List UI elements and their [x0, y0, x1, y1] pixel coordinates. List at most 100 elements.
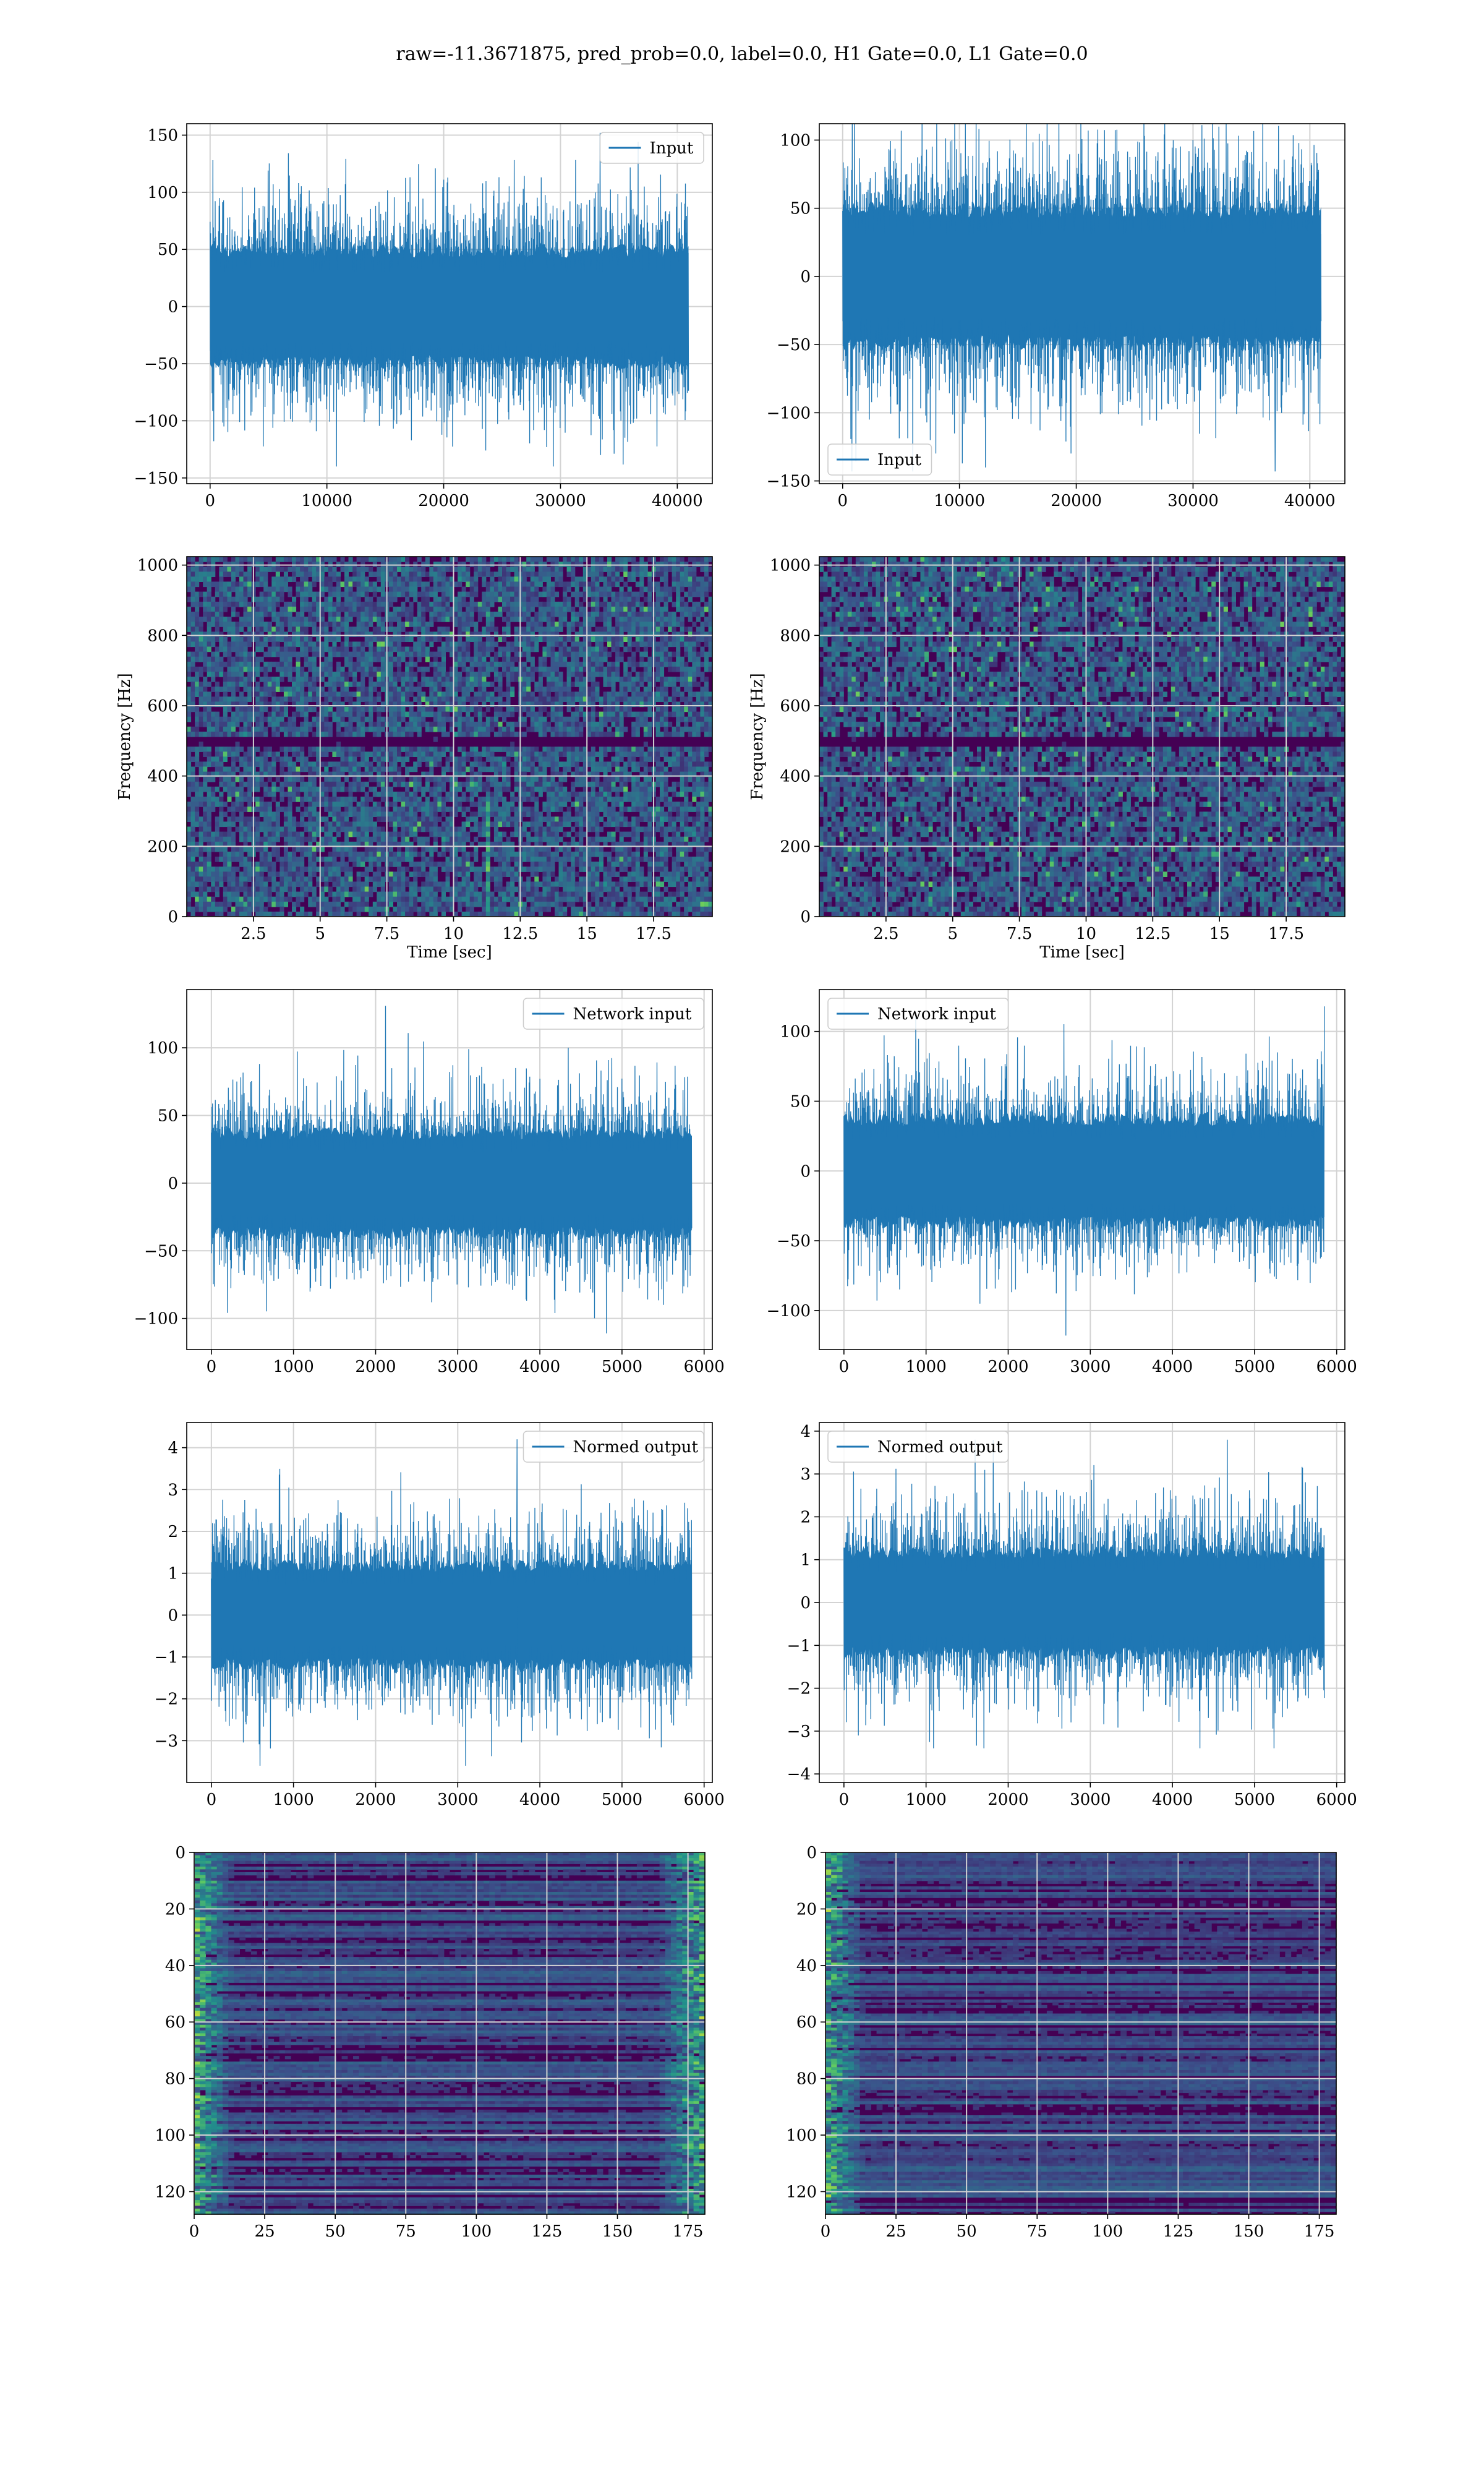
heatmap-cell [628, 682, 632, 687]
heatmap-cell [595, 662, 599, 667]
heatmap-cell [494, 581, 498, 587]
heatmap-cell [591, 747, 595, 752]
heatmap-cell [631, 622, 636, 627]
heatmap-cell [644, 687, 648, 692]
heatmap-cell [482, 761, 486, 767]
heatmap-cell [478, 631, 482, 637]
heatmap-cell [312, 652, 317, 657]
heatmap-cell [320, 581, 325, 587]
heatmap-cell [215, 617, 220, 622]
heatmap-cell [405, 672, 409, 677]
heatmap-cell [360, 652, 365, 657]
heatmap-cell [381, 667, 385, 672]
heatmap-cell [591, 592, 595, 597]
heatmap-cell [336, 617, 341, 622]
heatmap-cell [514, 667, 519, 672]
heatmap-cell [470, 782, 474, 787]
heatmap-cell [236, 787, 240, 792]
heatmap-cell [672, 622, 676, 627]
heatmap-cell [551, 641, 555, 647]
heatmap-cell [644, 717, 648, 722]
heatmap-cell [639, 677, 644, 682]
heatmap-cell [271, 567, 276, 572]
heatmap-cell [692, 732, 696, 737]
heatmap-cell [304, 677, 309, 682]
heatmap-cell [207, 682, 211, 687]
heatmap-cell [369, 691, 373, 697]
heatmap-cell [542, 696, 547, 702]
heatmap-cell [551, 707, 555, 713]
heatmap-cell [526, 677, 531, 682]
y-tick-label: −150 [134, 469, 178, 488]
heatmap-cell [534, 571, 539, 577]
heatmap-cell [672, 612, 676, 617]
heatmap-cell [425, 587, 430, 593]
heatmap-cell [360, 587, 365, 593]
heatmap-cell [688, 732, 693, 737]
heatmap-cell [620, 756, 624, 762]
heatmap-cell [587, 667, 591, 672]
heatmap-cell [502, 657, 506, 662]
heatmap-cell [559, 657, 563, 662]
heatmap-cell [684, 641, 688, 647]
heatmap-cell [502, 562, 506, 567]
heatmap-cell [628, 712, 632, 717]
heatmap-cell [292, 747, 296, 752]
heatmap-cell [260, 597, 264, 602]
heatmap-cell [700, 687, 704, 692]
heatmap-cell [692, 691, 696, 697]
heatmap-cell [587, 636, 591, 642]
heatmap-cell [247, 696, 252, 702]
heatmap-cell [612, 576, 616, 582]
heatmap-cell [466, 567, 470, 572]
heatmap-cell [389, 691, 393, 697]
heatmap-cell [668, 667, 672, 672]
heatmap-cell [620, 631, 624, 637]
heatmap-cell [591, 712, 595, 717]
heatmap-cell [425, 761, 430, 767]
heatmap-cell [304, 627, 309, 632]
heatmap-cell [276, 727, 280, 732]
heatmap-cell [223, 581, 228, 587]
heatmap-cell [401, 687, 406, 692]
heatmap-cell [567, 672, 571, 677]
heatmap-cell [239, 597, 244, 602]
heatmap-cell [417, 717, 422, 722]
heatmap-cell [563, 562, 567, 567]
heatmap-cell [620, 727, 624, 732]
heatmap-cell [203, 567, 207, 572]
heatmap-cell [494, 641, 498, 647]
heatmap-cell [700, 597, 704, 602]
heatmap-cell [490, 641, 494, 647]
heatmap-cell [417, 612, 422, 617]
heatmap-cell [526, 707, 531, 713]
heatmap-cell [539, 732, 543, 737]
heatmap-cell [255, 682, 260, 687]
heatmap-cell [462, 662, 466, 667]
heatmap-cell [612, 662, 616, 667]
heatmap-cell [559, 732, 563, 737]
heatmap-cell [292, 751, 296, 757]
heatmap-cell [696, 627, 701, 632]
heatmap-cell [607, 672, 612, 677]
heatmap-cell [684, 672, 688, 677]
heatmap-cell [563, 657, 567, 662]
heatmap-cell [647, 631, 652, 637]
heatmap-cell [575, 691, 579, 697]
heatmap-cell [312, 747, 317, 752]
heatmap-cell [676, 562, 680, 567]
heatmap-cell [466, 732, 470, 737]
heatmap-cell [542, 687, 547, 692]
heatmap-cell [664, 727, 668, 732]
heatmap-cell [373, 612, 377, 617]
heatmap-cell [441, 597, 446, 602]
heatmap-cell [332, 777, 336, 782]
heatmap-cell [615, 597, 620, 602]
heatmap-cell [433, 761, 438, 767]
heatmap-cell [328, 557, 333, 562]
heatmap-cell [644, 617, 648, 622]
heatmap-cell [207, 631, 211, 637]
heatmap-cell [276, 602, 280, 607]
heatmap-cell [688, 607, 693, 612]
heatmap-cell [268, 777, 272, 782]
